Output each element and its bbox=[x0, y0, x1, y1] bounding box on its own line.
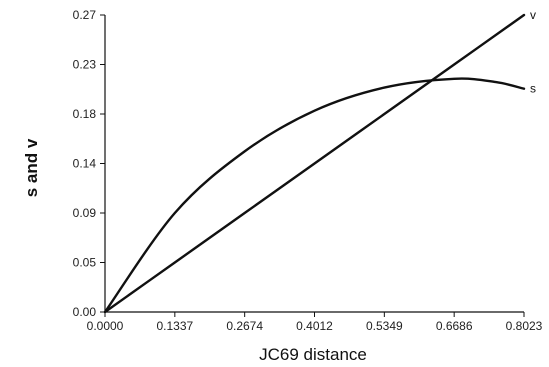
y-tick-label: 0.05 bbox=[73, 256, 97, 270]
y-axis-title: s and v bbox=[22, 138, 41, 197]
y-tick-label: 0.14 bbox=[73, 157, 97, 171]
x-axis-ticks: 0.0000 0.1337 0.2674 0.4012 0.5349 0.6686 0.80… bbox=[87, 312, 543, 333]
y-tick-label: 0.18 bbox=[73, 107, 97, 121]
x-tick-label: 0.6686 bbox=[436, 319, 473, 333]
x-tick-label: 0.4012 bbox=[296, 319, 333, 333]
y-tick-label: 0.00 bbox=[73, 305, 97, 319]
series-label-v: v bbox=[530, 8, 536, 22]
series-group: vs bbox=[103, 8, 536, 314]
y-tick-label: 0.09 bbox=[73, 206, 97, 220]
x-axis-title: JC69 distance bbox=[259, 345, 367, 364]
x-tick-label: 0.0000 bbox=[87, 319, 124, 333]
series-label-s: s bbox=[530, 82, 536, 96]
y-axis-ticks: 0.00 0.05 0.09 0.14 0.18 0.23 0.27 bbox=[73, 8, 105, 319]
x-tick-label: 0.1337 bbox=[156, 319, 193, 333]
x-tick-label: 0.5349 bbox=[366, 319, 403, 333]
x-tick-label: 0.8023 bbox=[506, 319, 543, 333]
y-tick-label: 0.27 bbox=[73, 8, 97, 22]
x-tick-label: 0.2674 bbox=[226, 319, 263, 333]
y-tick-label: 0.23 bbox=[73, 58, 97, 72]
series-line-v bbox=[103, 13, 526, 314]
series-line-s bbox=[103, 77, 526, 314]
